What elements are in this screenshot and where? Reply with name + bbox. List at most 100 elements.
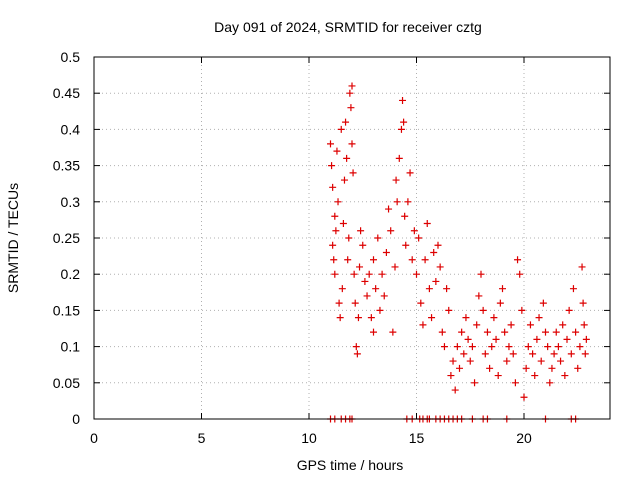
- data-point: [569, 285, 577, 293]
- data-point: [347, 104, 355, 112]
- data-point: [428, 314, 436, 322]
- y-tick-label: 0.35: [53, 158, 80, 174]
- data-point: [365, 270, 373, 278]
- data-point: [408, 256, 416, 264]
- data-point: [471, 379, 479, 387]
- data-point: [335, 299, 343, 307]
- data-point: [522, 364, 530, 372]
- data-point: [434, 241, 442, 249]
- data-point: [580, 321, 588, 329]
- data-point: [352, 343, 360, 351]
- data-point: [496, 299, 504, 307]
- tick-marks: [93, 56, 610, 420]
- data-point: [342, 118, 350, 126]
- data-point: [348, 140, 356, 148]
- data-point: [327, 140, 334, 148]
- data-point: [395, 154, 403, 162]
- data-point: [410, 227, 418, 235]
- data-point: [531, 372, 539, 380]
- data-point: [372, 285, 380, 293]
- data-point: [550, 350, 558, 358]
- data-point: [511, 379, 519, 387]
- data-point: [481, 350, 489, 358]
- data-point: [518, 306, 526, 314]
- data-point: [473, 321, 481, 329]
- data-point: [397, 125, 405, 133]
- data-point: [526, 321, 534, 329]
- data-point: [330, 256, 338, 264]
- data-point: [333, 147, 341, 155]
- y-tick-label: 0.25: [53, 230, 80, 246]
- data-point: [453, 343, 461, 351]
- data-point: [456, 364, 463, 372]
- data-point: [354, 314, 362, 322]
- data-point: [357, 227, 365, 235]
- data-point: [348, 82, 356, 90]
- data-point: [436, 263, 444, 271]
- x-axis-title: GPS time / hours: [297, 457, 404, 473]
- data-point: [565, 306, 573, 314]
- data-point: [503, 357, 511, 365]
- data-point: [505, 343, 513, 351]
- data-point: [572, 328, 580, 336]
- data-point: [451, 386, 459, 394]
- y-tick-label: 0.4: [61, 121, 81, 137]
- data-point: [363, 292, 371, 300]
- data-point: [432, 277, 440, 285]
- x-tick-labels: 0 5 10 15 20: [90, 430, 532, 446]
- data-point: [430, 248, 438, 256]
- data-point: [466, 357, 474, 365]
- data-point: [438, 328, 446, 336]
- data-point: [387, 227, 395, 235]
- data-point: [393, 198, 401, 206]
- data-point: [392, 176, 400, 184]
- data-point: [514, 256, 522, 264]
- data-point: [337, 125, 345, 133]
- data-point: [391, 263, 399, 271]
- data-point: [576, 343, 584, 351]
- data-point: [477, 270, 485, 278]
- y-tick-label: 0.15: [53, 302, 80, 318]
- data-point: [458, 328, 466, 336]
- data-point: [423, 220, 431, 228]
- data-point: [492, 335, 500, 343]
- data-point: [376, 306, 384, 314]
- y-tick-label: 0.1: [61, 339, 81, 355]
- data-point: [399, 96, 407, 104]
- data-point: [581, 350, 589, 358]
- data-point: [447, 372, 455, 380]
- data-point: [445, 306, 453, 314]
- data-point: [486, 364, 494, 372]
- x-tick-label: 15: [409, 430, 425, 446]
- data-point: [378, 270, 386, 278]
- data-point: [557, 357, 565, 365]
- data-point: [419, 321, 427, 329]
- data-point: [343, 154, 351, 162]
- data-point: [546, 379, 554, 387]
- y-tick-labels: 0 0.05 0.1 0.15 0.2 0.25 0.3 0.35 0.4 0.45 0.5: [53, 49, 80, 427]
- data-point: [544, 343, 552, 351]
- y-tick-label: 0.45: [53, 85, 80, 101]
- data-point: [563, 335, 571, 343]
- data-point: [329, 241, 337, 249]
- data-point: [361, 277, 369, 285]
- y-tick-label: 0.2: [61, 266, 81, 282]
- data-point: [529, 350, 537, 358]
- data-point: [425, 285, 433, 293]
- data-point: [413, 270, 420, 278]
- data-point: [539, 299, 547, 307]
- data-point: [331, 270, 339, 278]
- data-point: [561, 372, 569, 380]
- data-point: [567, 350, 575, 358]
- data-point: [479, 306, 487, 314]
- data-point: [449, 357, 457, 365]
- data-point: [380, 292, 388, 300]
- data-point: [421, 256, 429, 264]
- chart-title: Day 091 of 2024, SRMTID for receiver czt…: [214, 19, 482, 35]
- data-point: [509, 350, 517, 358]
- data-point: [400, 118, 408, 126]
- data-point: [579, 299, 587, 307]
- data-point: [382, 248, 390, 256]
- data-point: [574, 364, 582, 372]
- data-point: [460, 350, 468, 358]
